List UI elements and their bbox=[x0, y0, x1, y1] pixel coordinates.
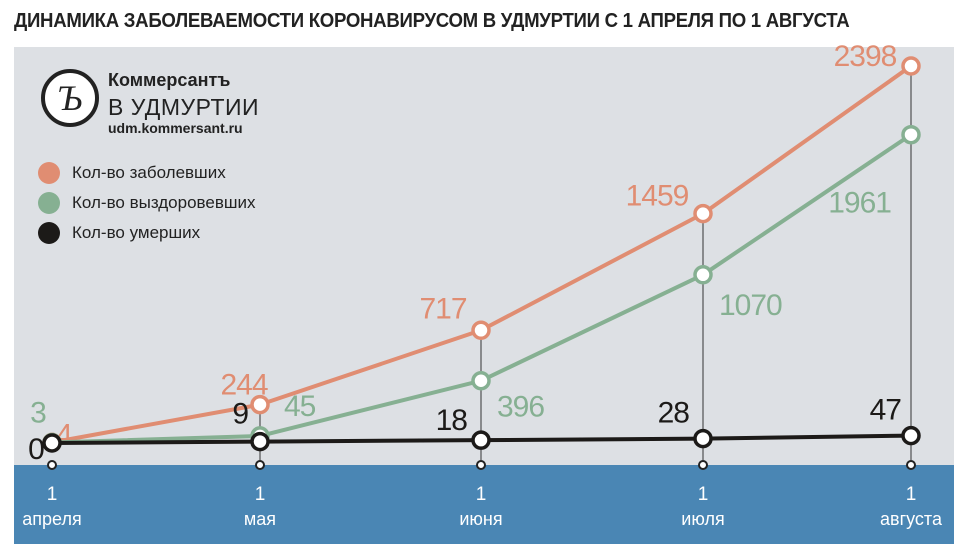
data-point-infected bbox=[901, 56, 921, 76]
legend-marker-recovered bbox=[38, 192, 60, 214]
data-label-infected: 244 bbox=[220, 369, 267, 402]
data-point-deaths bbox=[250, 431, 270, 452]
axis-tick-marker bbox=[698, 460, 708, 470]
x-tick-label-day: 1 bbox=[698, 484, 709, 505]
legend-item-deaths: Кол-во умерших bbox=[38, 218, 256, 248]
logo-letter: Ъ bbox=[58, 78, 82, 118]
data-point-deaths bbox=[693, 428, 713, 449]
data-label-infected: 2398 bbox=[834, 40, 897, 73]
data-label-deaths: 18 bbox=[436, 404, 468, 437]
data-label-recovered: 1070 bbox=[719, 289, 782, 322]
x-tick-label-month: июня bbox=[459, 509, 502, 529]
data-label-recovered: 1961 bbox=[828, 187, 891, 220]
data-label-infected: 1459 bbox=[626, 180, 689, 213]
legend-item-infected: Кол-во заболевших bbox=[38, 158, 256, 188]
axis-tick-marker bbox=[47, 460, 57, 470]
brand-region: В УДМУРТИИ bbox=[108, 94, 260, 120]
legend-label-recovered: Кол-во выздоровевших bbox=[72, 193, 256, 212]
x-tick-label-month: апреля bbox=[22, 509, 81, 529]
data-label-recovered: 396 bbox=[497, 391, 544, 424]
legend-item-recovered: Кол-во выздоровевших bbox=[38, 188, 256, 218]
plot-background bbox=[14, 47, 954, 465]
axis-tick-marker bbox=[255, 460, 265, 470]
legend-label-infected: Кол-во заболевших bbox=[72, 163, 226, 182]
data-label-recovered: 45 bbox=[284, 390, 316, 423]
x-tick-label-month: мая bbox=[244, 509, 276, 529]
data-point-deaths bbox=[42, 433, 62, 453]
x-tick-label-month: июля bbox=[681, 509, 724, 529]
x-tick-label-day: 1 bbox=[476, 484, 487, 505]
data-point-deaths bbox=[901, 425, 921, 446]
axis-tick-marker bbox=[476, 460, 486, 470]
brand-name: Коммерсантъ bbox=[108, 70, 231, 90]
axis-tick-marker bbox=[906, 460, 916, 470]
data-point-recovered bbox=[693, 265, 713, 285]
x-axis-band bbox=[14, 465, 954, 544]
chart-title: ДИНАМИКА ЗАБОЛЕВАЕМОСТИ КОРОНАВИРУСОМ В … bbox=[14, 10, 850, 32]
x-tick-label-month: августа bbox=[880, 509, 943, 529]
x-tick-label-day: 1 bbox=[47, 484, 58, 505]
data-point-deaths bbox=[471, 430, 491, 450]
data-point-recovered bbox=[471, 370, 491, 391]
data-point-infected bbox=[471, 320, 491, 341]
data-label-deaths: 0 bbox=[28, 433, 44, 466]
x-tick-label-day: 1 bbox=[906, 484, 917, 505]
data-label-recovered: 3 bbox=[30, 397, 46, 430]
legend-label-deaths: Кол-во умерших bbox=[72, 223, 201, 242]
x-tick-label-day: 1 bbox=[255, 484, 266, 505]
data-point-infected bbox=[250, 394, 270, 415]
data-point-infected bbox=[693, 203, 713, 224]
legend-marker-infected bbox=[38, 162, 60, 184]
legend: Кол-во заболевших Кол-во выздоровевших К… bbox=[38, 158, 256, 248]
data-label-deaths: 9 bbox=[232, 398, 248, 431]
data-point-recovered bbox=[901, 124, 921, 145]
kommersant-logo: Ъ bbox=[41, 69, 99, 127]
legend-marker-deaths bbox=[38, 222, 60, 244]
data-label-deaths: 28 bbox=[658, 397, 690, 430]
brand-url: udm.kommersant.ru bbox=[108, 120, 243, 136]
data-label-deaths: 47 bbox=[870, 394, 902, 427]
data-label-infected: 717 bbox=[419, 292, 466, 325]
